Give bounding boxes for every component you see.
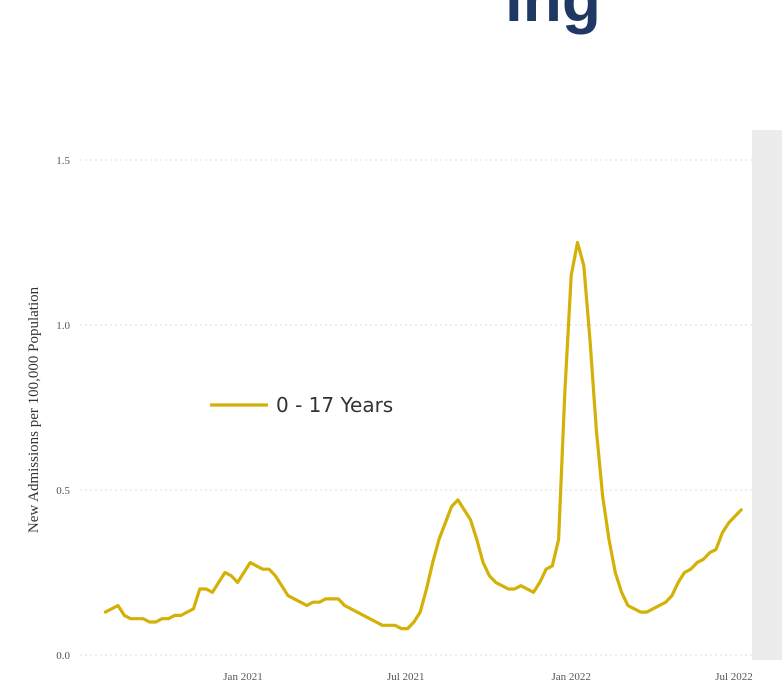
y-tick-label: 1.5 <box>56 155 70 167</box>
y-axis-ticks: 0.0 0.5 1.0 1.5 <box>56 155 70 662</box>
y-tick-label: 1.0 <box>56 320 70 332</box>
y-tick-label: 0.5 <box>56 485 70 497</box>
x-tick-label: Jan 2021 <box>223 671 262 683</box>
series-line-0-17-years <box>103 240 743 631</box>
x-axis-ticks: Jan 2021 Jul 2021 Jan 2022 Jul 2022 <box>223 671 753 683</box>
y-axis-label: New Admissions per 100,000 Population <box>26 286 42 533</box>
page-title-fragment: ing <box>505 0 601 36</box>
x-tick-label: Jul 2022 <box>715 671 753 683</box>
gridlines <box>80 159 752 656</box>
right-scroll-strip <box>752 130 782 660</box>
x-tick-label: Jul 2021 <box>387 671 425 683</box>
legend: 0 - 17 Years <box>210 393 393 417</box>
y-tick-label: 0.0 <box>56 650 70 662</box>
x-tick-label: Jan 2022 <box>552 671 591 683</box>
legend-label: 0 - 17 Years <box>276 393 393 417</box>
